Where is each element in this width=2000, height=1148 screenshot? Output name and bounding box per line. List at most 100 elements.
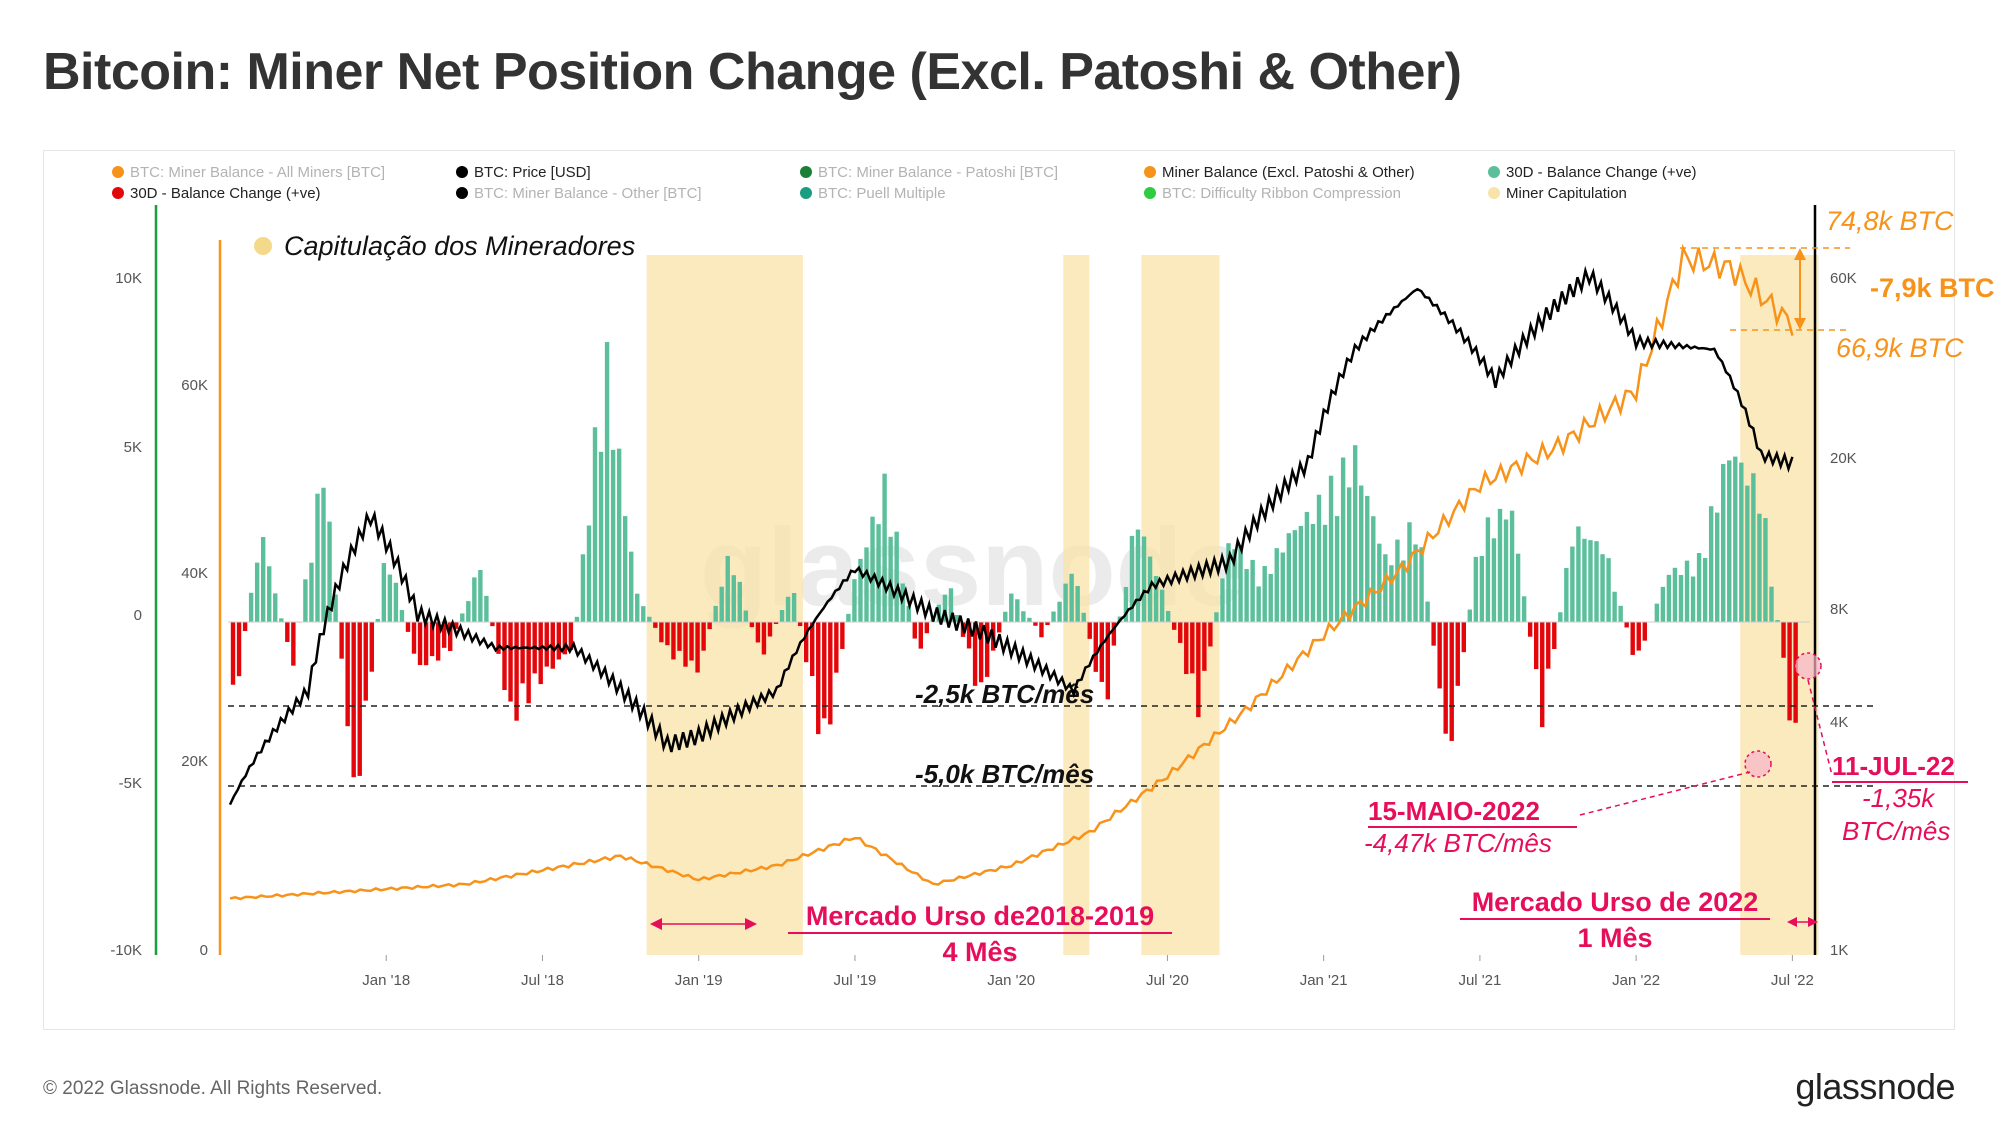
balance-change-bar xyxy=(230,622,236,685)
balance-change-bars xyxy=(230,342,1798,778)
balance-change-bar xyxy=(816,622,821,735)
balance-now-label: 66,9k BTC xyxy=(1836,333,1964,363)
balance-change-bar xyxy=(803,622,809,663)
balance-change-bar xyxy=(484,595,489,622)
balance-change-bar xyxy=(1340,457,1346,622)
may-leader xyxy=(1579,771,1751,816)
balance-change-bar xyxy=(1745,485,1750,622)
balance-change-bar xyxy=(1527,622,1533,637)
balance-change-bar xyxy=(785,596,791,622)
tick-change: -10K xyxy=(110,942,142,959)
legend-item[interactable]: BTC: Difficulty Ribbon Compression xyxy=(1162,185,1401,202)
legend-item[interactable]: BTC: Puell Multiple xyxy=(818,185,946,202)
balance-change-bar xyxy=(1739,462,1744,622)
balance-change-bar xyxy=(423,622,429,666)
balance-change-bar xyxy=(1346,487,1352,622)
balance-change-bar xyxy=(460,613,465,622)
legend-marker xyxy=(456,187,468,199)
tick-price: 4K xyxy=(1830,714,1848,731)
balance-change-bar xyxy=(665,622,670,646)
balance-change-bar xyxy=(417,622,423,666)
legend-marker xyxy=(456,166,468,178)
balance-change-bar xyxy=(351,622,356,778)
page-title: Bitcoin: Miner Net Position Change (Excl… xyxy=(43,43,1462,101)
price-line xyxy=(228,265,1794,806)
balance-change-bar xyxy=(598,451,604,622)
plot-area: glassnode -2,5k BTC/mês -5,0k BTC/mês xyxy=(228,243,1875,955)
legend-item[interactable]: BTC: Miner Balance - All Miners [BTC] xyxy=(130,164,385,181)
balance-change-bar xyxy=(357,622,362,776)
legend-marker xyxy=(112,187,124,199)
balance-change-bar xyxy=(1322,524,1328,622)
balance-change-bar xyxy=(327,521,332,622)
balance-change-bar xyxy=(852,579,857,622)
balance-change-bar xyxy=(1286,533,1292,622)
balance-change-bar xyxy=(1135,529,1141,622)
balance-change-bar xyxy=(1395,539,1400,622)
bear-2022-arrowhead-left xyxy=(1787,917,1797,927)
balance-change-bar xyxy=(1612,591,1617,622)
tick-balance: 40K xyxy=(181,565,208,582)
legend-item[interactable]: BTC: Miner Balance - Other [BTC] xyxy=(474,185,702,202)
balance-change-bar xyxy=(1244,569,1249,622)
balance-change-bar xyxy=(1751,473,1756,622)
balance-change-bar xyxy=(773,622,779,624)
balance-change-bar xyxy=(1383,554,1388,622)
balance-change-bar xyxy=(363,622,368,701)
balance-change-bar xyxy=(538,622,543,685)
x-tick-label: Jul '22 xyxy=(1771,972,1814,989)
balance-change-bar xyxy=(1280,552,1285,622)
balance-change-bar xyxy=(647,616,652,622)
jul-leader xyxy=(1807,679,1833,776)
balance-change-bar xyxy=(749,622,755,628)
balance-change-bar xyxy=(514,622,519,721)
balance-change-bar xyxy=(260,537,266,622)
balance-change-bar xyxy=(797,622,803,627)
balance-change-bar xyxy=(1039,622,1044,638)
legend-item[interactable]: 30D - Balance Change (+ve) xyxy=(1506,164,1697,181)
legend-item[interactable]: Miner Capitulation xyxy=(1506,185,1627,202)
tick-balance: 60K xyxy=(181,377,208,394)
balance-change-bar xyxy=(1546,622,1551,669)
balance-change-bar xyxy=(254,562,260,622)
tick-balance: 0 xyxy=(200,942,208,959)
balance-change-bar xyxy=(1003,611,1008,622)
balance-change-bar xyxy=(822,622,827,719)
balance-change-bar xyxy=(1015,599,1020,622)
x-axis-ticks: Jan '18 Jul '18 Jan '19 Jul '19 Jan '20 Jul '… xyxy=(362,955,1814,989)
legend-item[interactable]: BTC: Price [USD] xyxy=(474,164,591,181)
balance-change-bar xyxy=(972,622,978,686)
x-tick-label: Jul '21 xyxy=(1458,972,1501,989)
balance-change-bar xyxy=(707,622,712,630)
balance-change-bar xyxy=(1757,513,1762,622)
axis-change-ticks: 10K 5K 0 -5K -10K xyxy=(110,270,142,959)
legend-item[interactable]: Miner Balance (Excl. Patoshi & Other) xyxy=(1162,164,1415,181)
ref-label-2-5k: -2,5k BTC/mês xyxy=(915,679,1094,709)
balance-change-bar xyxy=(345,622,350,727)
balance-change-bar xyxy=(1702,558,1708,622)
legend-item[interactable]: BTC: Miner Balance - Patoshi [BTC] xyxy=(818,164,1058,181)
balance-change-bar xyxy=(1775,620,1780,622)
balance-change-bar xyxy=(1727,460,1732,622)
bear-2022-arrowhead-right xyxy=(1808,917,1818,927)
balance-change-bar xyxy=(1582,538,1587,622)
balance-change-bar xyxy=(616,448,622,622)
balance-change-bar xyxy=(918,622,923,649)
balance-change-bar xyxy=(1594,541,1599,622)
balance-change-bar xyxy=(1268,573,1273,622)
balance-change-bar xyxy=(683,622,688,667)
jul-date-label: 11-JUL-22 xyxy=(1832,751,1955,781)
balance-change-bar xyxy=(1781,622,1786,658)
tick-price: 20K xyxy=(1830,450,1857,467)
balance-change-bar xyxy=(1232,549,1237,622)
balance-change-bar xyxy=(984,622,990,677)
balance-change-bar xyxy=(810,622,815,677)
legend-item[interactable]: 30D - Balance Change (+ve) xyxy=(130,185,321,202)
balance-change-bar xyxy=(1371,516,1376,622)
bear-2022-duration: 1 Mês xyxy=(1577,923,1652,953)
balance-change-bar xyxy=(1642,622,1647,641)
balance-change-bar xyxy=(604,342,610,622)
balance-change-bar xyxy=(888,536,893,622)
miner-balance-line xyxy=(229,243,1794,901)
balance-change-bar xyxy=(1009,593,1014,622)
